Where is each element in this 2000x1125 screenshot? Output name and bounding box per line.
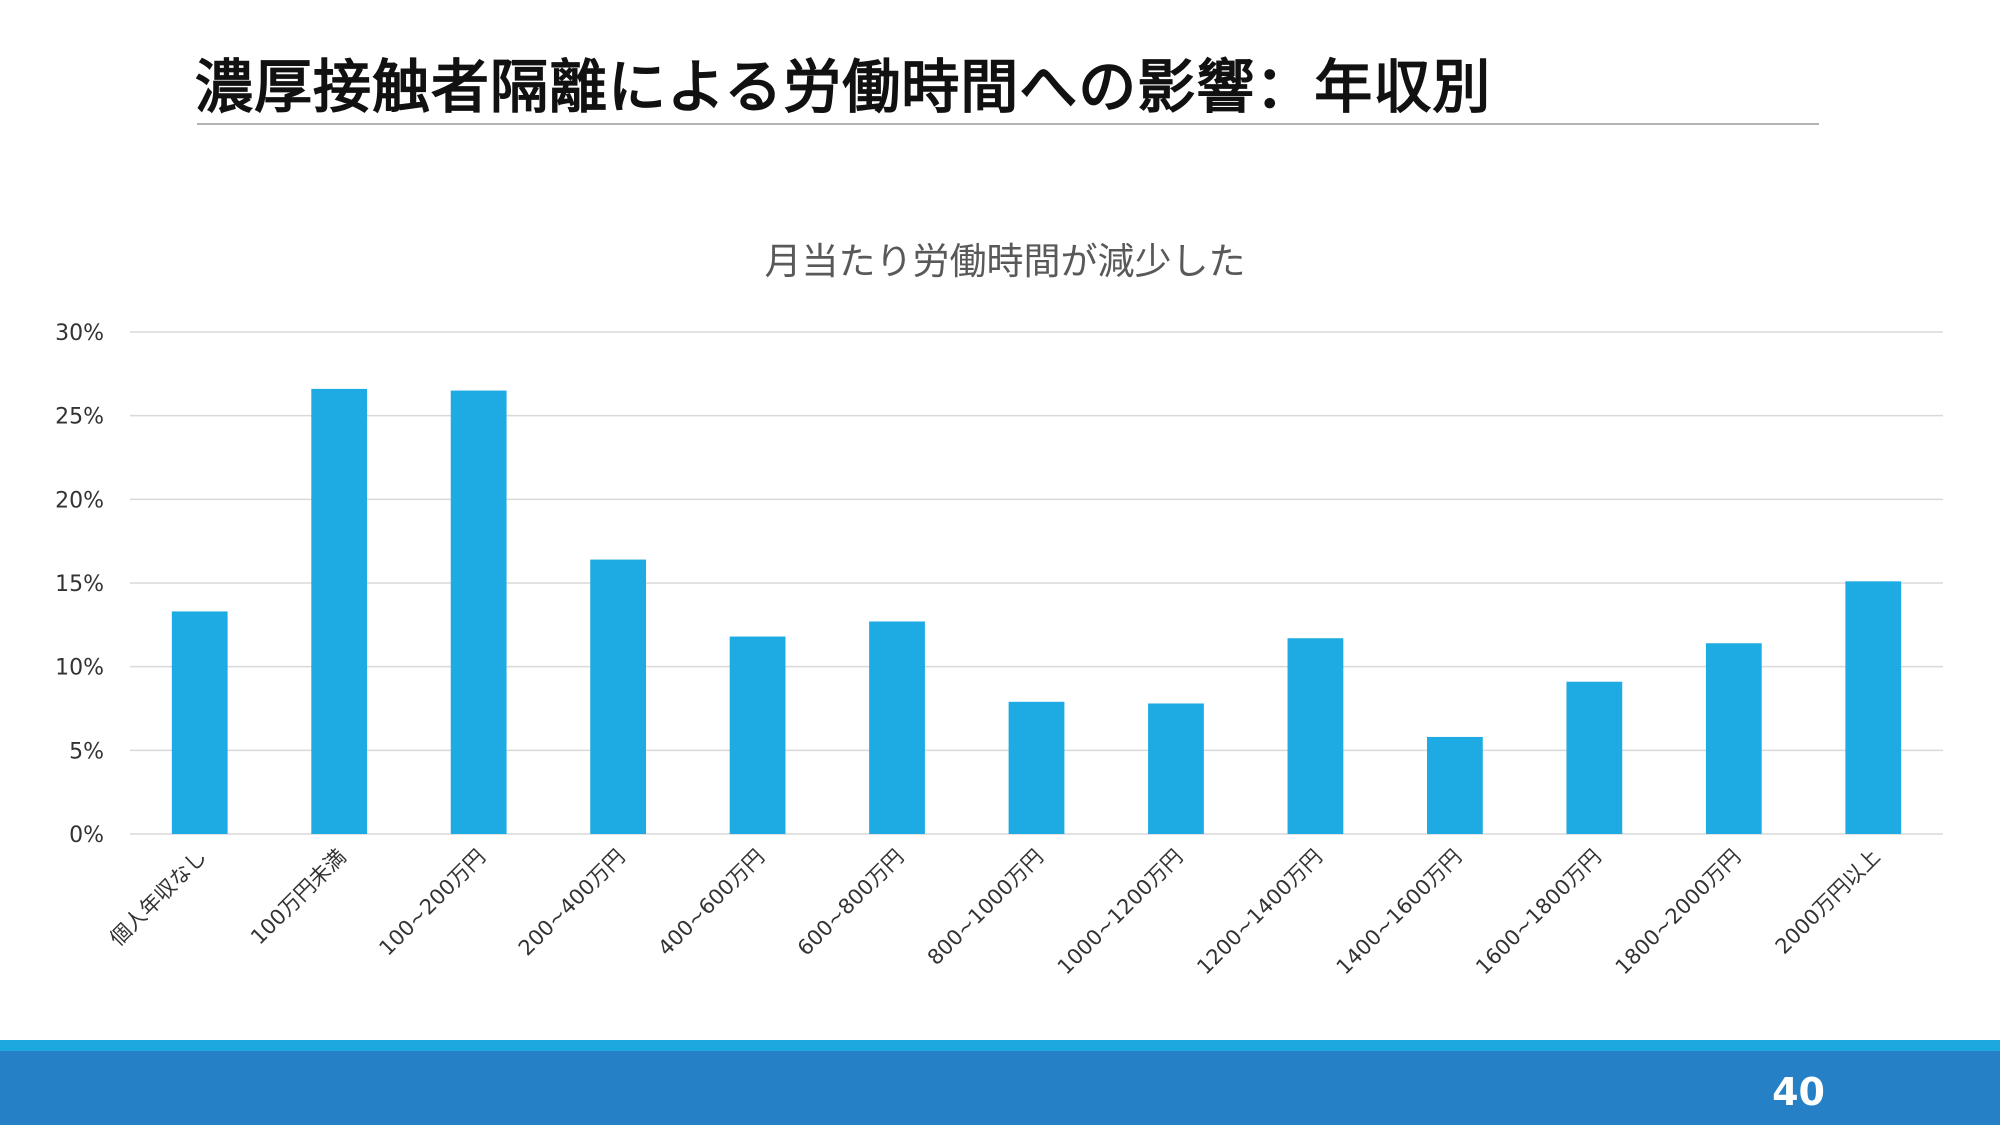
bar <box>311 388 368 834</box>
bar <box>1148 703 1204 834</box>
bar <box>1705 643 1762 834</box>
x-tick-label: 100万円未満 <box>246 845 351 950</box>
title-divider <box>197 123 1819 125</box>
bar <box>729 636 786 834</box>
x-tick-label: 400~600万円 <box>653 845 769 961</box>
bar <box>590 559 647 834</box>
x-axis-ticks: 個人年収なし 100万円未満 100~200万円 200~400万円 400~600万円… <box>105 845 1885 980</box>
chart-title: 月当たり労働時間が減少した <box>765 240 1246 283</box>
x-tick-label: 200~400万円 <box>514 845 630 961</box>
bars <box>171 388 1902 834</box>
y-tick-label: 30% <box>55 321 104 346</box>
y-axis-ticks: 0% 5% 10% 15% 20% 25% 30% <box>55 321 104 848</box>
x-tick-label: 2000万円以上 <box>1771 845 1885 959</box>
slide-title: 濃厚接触者隔離による労働時間への影響：年収別 <box>195 53 1492 121</box>
gridlines <box>130 331 1943 835</box>
bar <box>1845 581 1902 834</box>
bar <box>450 390 507 834</box>
x-tick-label: 1600~1800万円 <box>1471 845 1606 980</box>
x-tick-label: 1000~1200万円 <box>1053 845 1188 980</box>
footer-accent-stripe <box>0 1040 2000 1051</box>
x-tick-label: 個人年収なし <box>105 845 211 951</box>
bar <box>1566 681 1623 834</box>
x-tick-label: 800~1000万円 <box>923 845 1048 970</box>
y-tick-label: 10% <box>55 656 104 681</box>
footer-bar <box>0 1051 2000 1125</box>
y-tick-label: 25% <box>55 405 104 430</box>
y-tick-label: 20% <box>55 488 104 513</box>
x-tick-label: 1400~1600万円 <box>1332 845 1467 980</box>
x-tick-label: 100~200万円 <box>374 845 490 961</box>
page-number: 40 <box>1772 1070 1825 1114</box>
bar <box>1426 736 1483 834</box>
bar <box>1287 638 1344 834</box>
bar <box>1008 701 1065 834</box>
x-tick-label: 1200~1400万円 <box>1192 845 1327 980</box>
x-tick-label: 600~800万円 <box>793 845 909 961</box>
bar <box>869 621 925 834</box>
x-tick-label: 1800~2000万円 <box>1611 845 1746 980</box>
bar <box>171 611 228 834</box>
bar-chart: 月当たり労働時間が減少した 0% 5% 10% 15% 20% 25% 30% 個人年収なし… <box>55 240 1943 980</box>
y-tick-label: 5% <box>69 739 104 764</box>
y-tick-label: 15% <box>55 572 104 597</box>
y-tick-label: 0% <box>69 823 104 848</box>
